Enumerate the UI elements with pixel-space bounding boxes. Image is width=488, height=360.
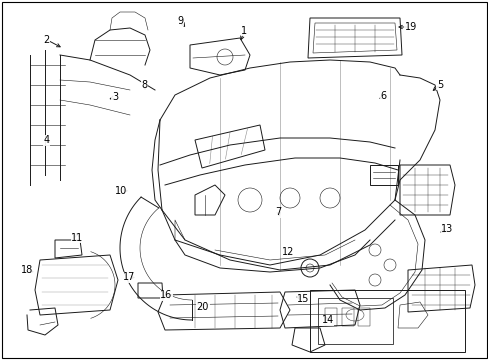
Bar (341, 308, 353, 326)
Text: 2: 2 (43, 35, 49, 45)
Text: 8: 8 (141, 80, 147, 90)
Bar (317, 298, 392, 344)
Text: 15: 15 (296, 294, 309, 304)
Text: 20: 20 (196, 302, 209, 312)
Text: 1: 1 (241, 26, 247, 36)
Text: 16: 16 (160, 290, 172, 300)
Text: 7: 7 (275, 207, 281, 217)
Text: 17: 17 (123, 272, 136, 282)
Text: 12: 12 (282, 247, 294, 257)
Text: 6: 6 (380, 91, 386, 102)
Text: 10: 10 (115, 186, 127, 196)
Text: 5: 5 (436, 80, 442, 90)
Text: 3: 3 (112, 92, 118, 102)
Text: 11: 11 (71, 233, 83, 243)
Bar (309, 290, 464, 352)
Bar (357, 308, 369, 326)
Bar (325, 308, 336, 326)
Text: 19: 19 (404, 22, 416, 32)
Text: 13: 13 (440, 224, 453, 234)
Text: 18: 18 (20, 265, 33, 275)
Text: 4: 4 (43, 135, 49, 145)
Text: 14: 14 (321, 315, 333, 325)
Text: 9: 9 (178, 16, 183, 26)
